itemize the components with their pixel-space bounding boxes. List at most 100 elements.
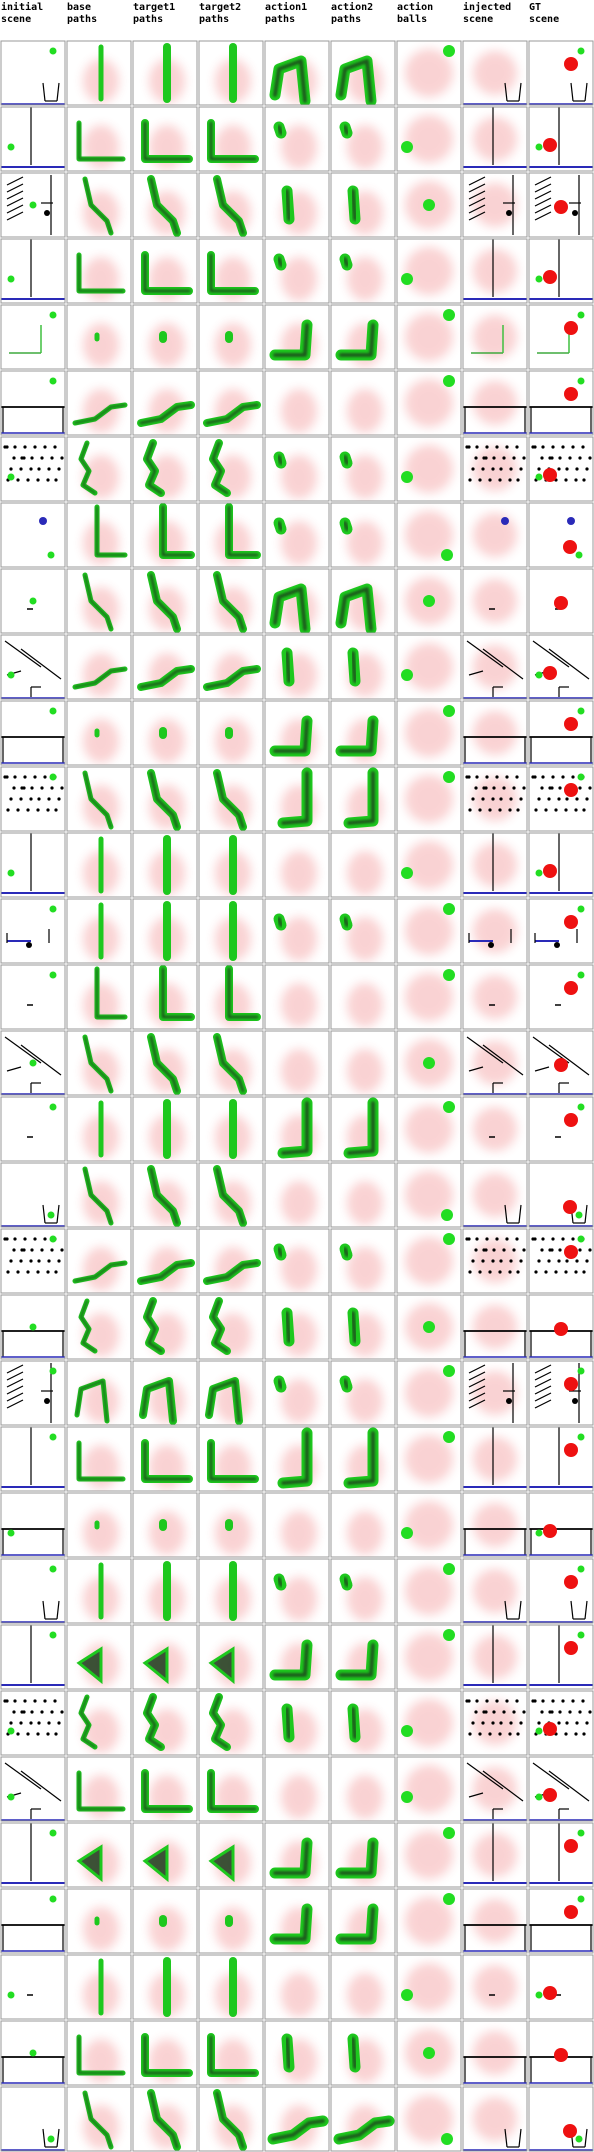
cell-r15-gt (528, 1030, 594, 1096)
cell-r3-base (66, 238, 132, 304)
cell-r2-a2 (330, 172, 396, 238)
cell-r29-a2 (330, 1954, 396, 2020)
cell-r18-gt (528, 1228, 594, 1294)
cell-r19-t2 (198, 1294, 264, 1360)
cell-r28-base (66, 1888, 132, 1954)
cell-r22-gt (528, 1492, 594, 1558)
cell-r15-a1 (264, 1030, 330, 1096)
cell-r23-balls (396, 1558, 462, 1624)
cell-r12-t2 (198, 832, 264, 898)
cell-r10-injected (462, 700, 528, 766)
results-grid (0, 40, 594, 2152)
cell-r22-base (66, 1492, 132, 1558)
grid-canvas (0, 40, 594, 2152)
cell-r3-t1 (132, 238, 198, 304)
cell-r14-balls (396, 964, 462, 1030)
cell-r14-a2 (330, 964, 396, 1030)
cell-r11-balls (396, 766, 462, 832)
cell-r1-t1 (132, 106, 198, 172)
cell-r14-base (66, 964, 132, 1030)
cell-r4-balls (396, 304, 462, 370)
cell-r13-t1 (132, 898, 198, 964)
cell-r29-initial (0, 1954, 66, 2020)
cell-r18-t1 (132, 1228, 198, 1294)
cell-r13-base (66, 898, 132, 964)
cell-r17-t2 (198, 1162, 264, 1228)
cell-r21-a2 (330, 1426, 396, 1492)
cell-r0-t2 (198, 40, 264, 106)
cell-r1-gt (528, 106, 594, 172)
cell-r8-gt (528, 568, 594, 634)
cell-r8-initial (0, 568, 66, 634)
cell-r28-a2 (330, 1888, 396, 1954)
cell-r21-initial (0, 1426, 66, 1492)
cell-r7-base (66, 502, 132, 568)
cell-r11-t1 (132, 766, 198, 832)
column-label-base: base paths (67, 2, 98, 25)
cell-r16-t2 (198, 1096, 264, 1162)
cell-r30-a1 (264, 2020, 330, 2086)
cell-r1-initial (0, 106, 66, 172)
cell-r18-initial (0, 1228, 66, 1294)
cell-r20-a1 (264, 1360, 330, 1426)
cell-r28-balls (396, 1888, 462, 1954)
cell-r0-a2 (330, 40, 396, 106)
cell-r1-a1 (264, 106, 330, 172)
cell-r1-balls (396, 106, 462, 172)
cell-r26-t2 (198, 1756, 264, 1822)
cell-r30-t1 (132, 2020, 198, 2086)
cell-r27-injected (462, 1822, 528, 1888)
cell-r24-t1 (132, 1624, 198, 1690)
cell-r27-base (66, 1822, 132, 1888)
column-label-balls: action balls (397, 2, 434, 25)
cell-r22-a1 (264, 1492, 330, 1558)
cell-r11-gt (528, 766, 594, 832)
cell-r6-gt (528, 436, 594, 502)
cell-r7-t1 (132, 502, 198, 568)
cell-r8-balls (396, 568, 462, 634)
cell-r31-t1 (132, 2086, 198, 2152)
column-header-row: initial scene base paths target1 paths targ… (0, 0, 594, 40)
cell-r25-a2 (330, 1690, 396, 1756)
cell-r2-gt (528, 172, 594, 238)
cell-r1-injected (462, 106, 528, 172)
cell-r20-injected (462, 1360, 528, 1426)
cell-r9-a2 (330, 634, 396, 700)
cell-r9-initial (0, 634, 66, 700)
cell-r30-balls (396, 2020, 462, 2086)
cell-r19-a1 (264, 1294, 330, 1360)
cell-r19-base (66, 1294, 132, 1360)
cell-r9-t2 (198, 634, 264, 700)
cell-r29-balls (396, 1954, 462, 2020)
cell-r27-gt (528, 1822, 594, 1888)
cell-r25-t1 (132, 1690, 198, 1756)
cell-r23-t1 (132, 1558, 198, 1624)
cell-r11-t2 (198, 766, 264, 832)
cell-r24-balls (396, 1624, 462, 1690)
cell-r26-gt (528, 1756, 594, 1822)
cell-r18-a1 (264, 1228, 330, 1294)
cell-r5-t1 (132, 370, 198, 436)
cell-r21-base (66, 1426, 132, 1492)
cell-r28-a1 (264, 1888, 330, 1954)
cell-r21-t1 (132, 1426, 198, 1492)
cell-r28-t2 (198, 1888, 264, 1954)
cell-r5-base (66, 370, 132, 436)
cell-r25-a1 (264, 1690, 330, 1756)
column-label-a1: action1 paths (265, 2, 308, 25)
cell-r5-balls (396, 370, 462, 436)
cell-r19-balls (396, 1294, 462, 1360)
cell-r23-a1 (264, 1558, 330, 1624)
cell-r12-a2 (330, 832, 396, 898)
cell-r20-base (66, 1360, 132, 1426)
cell-r1-t2 (198, 106, 264, 172)
cell-r13-gt (528, 898, 594, 964)
cell-r30-a2 (330, 2020, 396, 2086)
cell-r4-injected (462, 304, 528, 370)
cell-r17-gt (528, 1162, 594, 1228)
cell-r15-t1 (132, 1030, 198, 1096)
cell-r12-t1 (132, 832, 198, 898)
cell-r4-gt (528, 304, 594, 370)
cell-r10-a2 (330, 700, 396, 766)
cell-r17-injected (462, 1162, 528, 1228)
